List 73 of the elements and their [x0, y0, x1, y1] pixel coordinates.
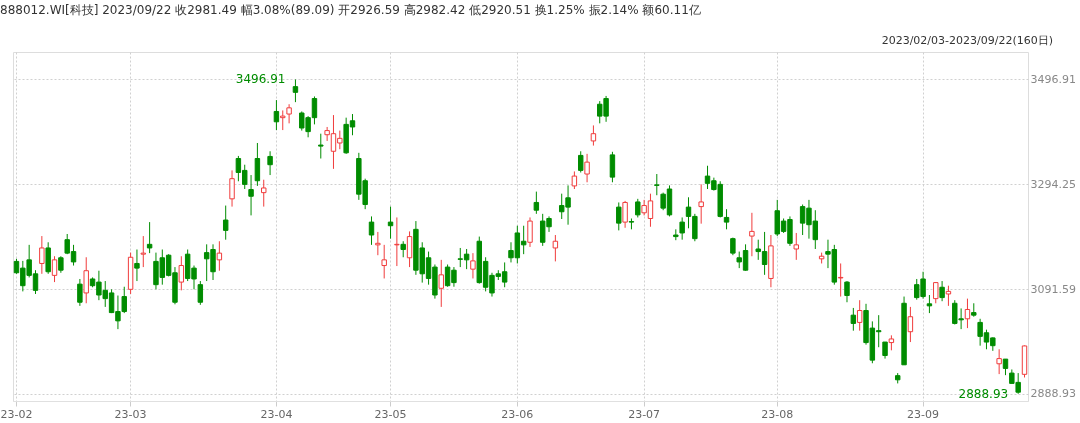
candlestick [134, 249, 140, 282]
candlestick [375, 231, 381, 256]
candlestick [146, 221, 153, 254]
x-tick-label: 23-07 [628, 407, 661, 421]
y-tick-label: 2888.93 [1030, 387, 1076, 401]
candlestick [248, 174, 254, 216]
candlestick [698, 183, 704, 225]
candlestick [387, 206, 394, 240]
annotation: 2888.93 [958, 386, 1009, 401]
candlestick [292, 78, 299, 103]
candlestick [837, 262, 844, 298]
y-tick-label: 3496.91 [1030, 72, 1076, 86]
candlestick [45, 241, 51, 275]
candlestick [267, 150, 273, 176]
annotation: 3496.91 [235, 72, 286, 87]
candlestick [216, 240, 223, 272]
x-tick-label: 23-06 [501, 407, 534, 421]
candlestick [286, 103, 292, 124]
candlestick [261, 179, 267, 208]
candlestick [654, 173, 660, 196]
x-tick-label: 23-03 [114, 407, 147, 421]
candlestick [945, 285, 952, 307]
candlestick [723, 208, 730, 230]
candlestick [140, 235, 146, 268]
candlestick [406, 230, 413, 268]
candlestick [273, 99, 280, 131]
candlestick [178, 255, 185, 291]
candlestick [39, 235, 45, 275]
candlestick [222, 205, 229, 241]
candlestick [368, 215, 375, 246]
candlestick [856, 299, 863, 332]
y-tick-label: 3091.59 [1030, 282, 1076, 296]
chart-subtitle: 2023/02/03-2023/09/22(160日) [881, 34, 1053, 47]
candlestick [933, 281, 939, 304]
x-tick-label: 23-08 [761, 407, 794, 421]
candlestick [590, 124, 597, 147]
candlestick [793, 232, 799, 261]
candlestick [584, 153, 590, 183]
candlestick [51, 255, 58, 283]
candlestick [394, 216, 400, 267]
candlestick [749, 212, 755, 257]
candlestick [83, 256, 89, 304]
x-tick-label: 23-05 [374, 407, 407, 421]
candlestick [533, 191, 540, 215]
candlestick [996, 348, 1002, 375]
candlestick [616, 201, 622, 231]
candlestick [939, 280, 945, 302]
candlestick [470, 252, 476, 279]
candlestick [197, 280, 204, 306]
candlestick [438, 259, 444, 308]
candlestick [907, 306, 914, 343]
x-tick-label: 23-09 [907, 407, 940, 421]
candlestick [280, 109, 286, 131]
candlestick [318, 133, 324, 160]
candlestick [850, 307, 857, 332]
candlestick [844, 280, 850, 303]
candlestick [527, 216, 533, 248]
candlestick [552, 234, 559, 262]
candlestick [926, 294, 933, 314]
candlestick [578, 150, 584, 173]
candlestick [635, 198, 641, 218]
y-tick-label: 3294.25 [1030, 177, 1076, 191]
x-tick-label: 23-02 [0, 407, 33, 421]
candlestick [77, 278, 83, 307]
chart-title: 888012.WI[科技] 2023/09/22 收2981.49 幅3.08%(89.09) 开2926.59 高2982.42 低2920.51 换1.25% 振2.14% 额60.11亿 [0, 3, 701, 17]
x-tick-label: 23-04 [260, 407, 293, 421]
candlestick [679, 216, 685, 241]
candlestick [381, 244, 387, 279]
candlestick [609, 151, 616, 183]
candlestick [622, 200, 628, 229]
candlestick [964, 298, 971, 329]
candlestick [254, 142, 261, 187]
candlestick [229, 169, 235, 208]
